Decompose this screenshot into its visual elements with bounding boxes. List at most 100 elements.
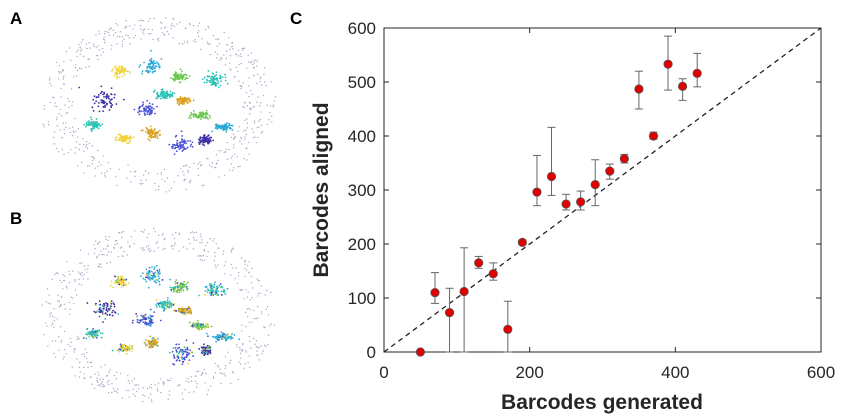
embedding-point: [152, 68, 154, 70]
embedding-point: [160, 57, 163, 60]
embedding-point: [229, 169, 231, 171]
embedding-point: [55, 272, 57, 274]
embedding-point: [79, 273, 82, 276]
embedding-point: [184, 27, 187, 30]
embedding-point: [244, 263, 246, 265]
embedding-point: [173, 357, 176, 360]
embedding-point: [154, 65, 157, 68]
embedding-point: [197, 163, 199, 165]
embedding-point: [97, 94, 100, 96]
embedding-point: [220, 80, 222, 83]
embedding-point: [212, 376, 215, 378]
embedding-point: [133, 243, 135, 245]
embedding-point: [156, 97, 159, 100]
embedding-point: [160, 391, 162, 394]
embedding-point: [172, 354, 175, 356]
embedding-point: [144, 130, 147, 133]
embedding-point: [157, 247, 160, 249]
embedding-point: [43, 108, 46, 110]
embedding-point: [145, 246, 148, 248]
embedding-point: [186, 98, 189, 101]
embedding-point: [99, 92, 102, 95]
embedding-point: [231, 124, 234, 127]
embedding-point: [207, 389, 210, 392]
embedding-point: [154, 271, 157, 274]
embedding-point: [170, 27, 172, 30]
embedding-point: [214, 166, 216, 169]
embedding-point: [161, 96, 164, 99]
embedding-point: [216, 45, 218, 48]
embedding-point: [128, 245, 131, 247]
embedding-point: [107, 161, 110, 164]
embedding-point: [100, 385, 102, 387]
embedding-point: [95, 100, 98, 103]
embedding-point: [199, 48, 202, 51]
embedding-point: [98, 101, 100, 104]
embedding-point: [124, 283, 127, 286]
embedding-point: [210, 294, 213, 296]
embedding-point: [244, 267, 246, 270]
embedding-point: [49, 303, 51, 305]
embedding-point: [119, 348, 122, 351]
embedding-point: [88, 165, 91, 167]
embedding-point: [176, 144, 179, 146]
embedding-point: [115, 65, 118, 67]
embedding-point: [189, 140, 192, 142]
embedding-point: [206, 41, 209, 43]
embedding-point: [118, 348, 121, 351]
embedding-point: [178, 308, 181, 310]
embedding-point: [183, 140, 186, 143]
embedding-point: [86, 140, 88, 143]
embedding-point: [203, 76, 206, 79]
embedding-point: [244, 260, 246, 263]
embedding-point: [59, 279, 61, 282]
embedding-point: [158, 268, 161, 271]
embedding-point: [199, 255, 201, 257]
embedding-point: [179, 97, 182, 100]
embedding-point: [184, 313, 187, 316]
embedding-point: [117, 24, 119, 26]
embedding-point: [211, 130, 214, 133]
embedding-point: [241, 47, 243, 50]
embedding-point: [56, 105, 58, 108]
embedding-point: [91, 145, 94, 147]
embedding-point: [140, 110, 143, 113]
embedding-point: [101, 253, 103, 256]
embedding-point: [62, 122, 65, 124]
embedding-point: [148, 135, 151, 138]
embedding-point: [100, 366, 102, 368]
embedding-point: [215, 242, 218, 245]
embedding-point: [230, 69, 232, 71]
embedding-point: [161, 32, 164, 34]
embedding-point: [106, 305, 109, 308]
embedding-point: [51, 278, 53, 281]
embedding-point: [116, 371, 118, 373]
embedding-point: [190, 351, 192, 354]
embedding-point: [117, 277, 120, 280]
embedding-point: [241, 349, 243, 352]
embedding-point: [270, 81, 272, 83]
embedding-point: [144, 395, 146, 397]
embedding-point: [86, 271, 88, 273]
embedding-point: [72, 131, 75, 134]
embedding-point: [172, 78, 175, 80]
embedding-point: [153, 337, 155, 339]
embedding-point: [141, 31, 144, 33]
reference-line: [383, 27, 822, 353]
embedding-point: [65, 51, 67, 53]
embedding-point: [182, 145, 185, 148]
embedding-point: [210, 140, 212, 142]
embedding-point: [151, 106, 154, 109]
embedding-point: [98, 329, 101, 332]
embedding-point: [148, 273, 151, 276]
embedding-point: [100, 91, 103, 93]
embedding-point: [198, 22, 201, 24]
embedding-point: [103, 39, 106, 41]
embedding-point: [113, 74, 116, 77]
embedding-point: [83, 265, 85, 267]
embedding-point: [203, 368, 205, 371]
embedding-point: [216, 334, 219, 336]
embedding-point: [144, 170, 147, 172]
embedding-point: [143, 33, 145, 35]
